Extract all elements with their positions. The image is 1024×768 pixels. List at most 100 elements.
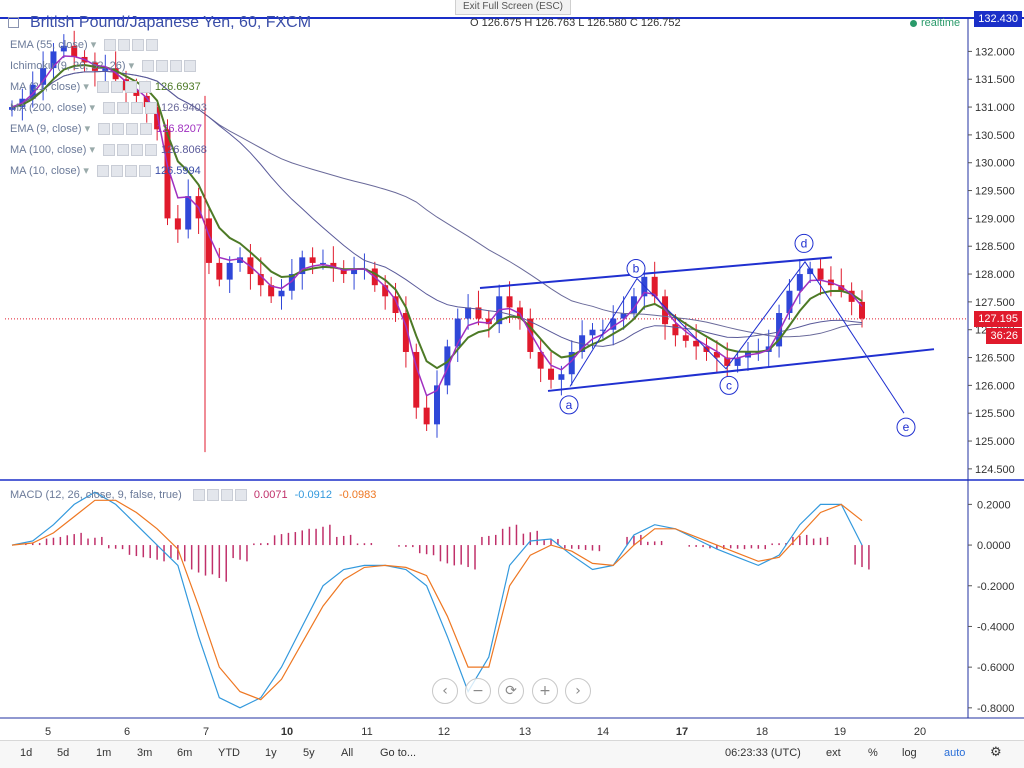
extended-hours-toggle[interactable]: ext <box>826 747 841 759</box>
add-icon[interactable] <box>220 489 233 502</box>
settings-icon[interactable] <box>117 144 129 157</box>
close-icon[interactable] <box>145 144 157 157</box>
goto-button[interactable]: Go to... <box>380 747 417 759</box>
price-tick-label: 128.000 <box>975 269 1015 281</box>
candle-body <box>485 318 492 325</box>
candle-body <box>413 351 420 408</box>
macd-tick-label: -0.8000 <box>977 703 1014 715</box>
settings-icon[interactable] <box>156 60 169 73</box>
settings-icon[interactable] <box>118 39 131 52</box>
candle-body <box>423 407 430 425</box>
eye-icon[interactable] <box>103 144 115 157</box>
indicator-legend-row[interactable]: Ichimoku (9, 26, 52, 26) ▾ <box>10 59 200 73</box>
add-icon[interactable] <box>124 81 137 94</box>
settings-icon[interactable] <box>112 123 125 136</box>
settings-gear-icon[interactable]: ⚙ <box>990 745 1002 760</box>
indicator-legend-row[interactable]: EMA (55, close) ▾ <box>10 38 162 52</box>
close-icon[interactable] <box>146 39 159 52</box>
close-icon[interactable] <box>138 165 151 178</box>
symbol-title[interactable]: British Pound/Japanese Yen, 60, FXCM <box>30 14 312 31</box>
scroll-left-button[interactable]: ‹ <box>432 678 458 704</box>
indicator-legend-row[interactable]: MA (21, close) ▾ 126.6937 <box>10 80 201 94</box>
indicator-controls[interactable] <box>95 165 151 178</box>
symbol-menu-icon[interactable] <box>8 17 19 28</box>
time-tick-label: 14 <box>597 726 609 738</box>
add-icon[interactable] <box>170 60 183 73</box>
time-tick-label: 5 <box>45 726 51 738</box>
close-icon[interactable] <box>145 102 157 115</box>
macd-tick-label: 0.0000 <box>977 540 1011 552</box>
channel-lower-line <box>547 348 935 392</box>
add-icon[interactable] <box>131 144 143 157</box>
timeframe-1d[interactable]: 1d <box>20 747 33 759</box>
candle-body <box>734 357 741 366</box>
macd-legend-controls[interactable] <box>191 489 247 502</box>
timeframe-5y[interactable]: 5y <box>303 747 315 759</box>
indicator-controls[interactable] <box>140 60 197 73</box>
indicator-name: EMA (55, close) <box>10 39 88 51</box>
log-scale-toggle[interactable]: log <box>902 747 917 759</box>
exit-fullscreen-button[interactable]: Exit Full Screen (ESC) <box>455 0 571 15</box>
indicator-legend-row[interactable]: MA (200, close) ▾ 126.9403 <box>10 101 207 115</box>
chart-canvas[interactable]: 132.000 131.500 131.000 130.500 130.000 129.5… <box>0 0 1024 740</box>
close-icon[interactable] <box>140 123 153 136</box>
scroll-right-button[interactable]: › <box>565 678 591 704</box>
candle-body <box>838 285 845 291</box>
channel-upper-line <box>479 256 833 289</box>
timeframe-1m[interactable]: 1m <box>96 747 112 759</box>
chevron-down-icon[interactable]: ▾ <box>86 102 95 114</box>
eye-icon[interactable] <box>103 102 115 115</box>
close-icon[interactable] <box>234 489 247 502</box>
timeframe-5d[interactable]: 5d <box>57 747 70 759</box>
timeframe-ytd[interactable]: YTD <box>218 747 240 759</box>
add-icon[interactable] <box>131 102 143 115</box>
timeframe-1y[interactable]: 1y <box>265 747 277 759</box>
timeframe-3m[interactable]: 3m <box>137 747 153 759</box>
indicator-legend-row[interactable]: EMA (9, close) ▾ 126.8207 <box>10 122 202 136</box>
add-icon[interactable] <box>132 39 145 52</box>
candle-body <box>620 313 627 319</box>
settings-icon[interactable] <box>110 165 123 178</box>
close-icon[interactable] <box>138 81 151 94</box>
add-icon[interactable] <box>124 165 137 178</box>
settings-icon[interactable] <box>110 81 123 94</box>
eye-icon[interactable] <box>142 60 155 73</box>
timeframe-6m[interactable]: 6m <box>177 747 193 759</box>
indicator-controls[interactable] <box>101 102 157 115</box>
macd-legend[interactable]: MACD (12, 26, close, 9, false, true) 0.0… <box>10 489 376 502</box>
indicator-controls[interactable] <box>102 39 159 52</box>
chevron-down-icon[interactable]: ▾ <box>87 39 97 51</box>
close-icon[interactable] <box>184 60 197 73</box>
eye-icon[interactable] <box>96 165 109 178</box>
eye-icon[interactable] <box>96 81 109 94</box>
reset-chart-button[interactable]: ⟳ <box>498 678 524 704</box>
candle-body <box>506 296 513 308</box>
chevron-down-icon[interactable]: ▾ <box>81 123 91 135</box>
eye-icon[interactable] <box>98 123 111 136</box>
eye-icon[interactable] <box>104 39 117 52</box>
utc-clock: 06:23:33 (UTC) <box>725 747 801 759</box>
timeframe-all[interactable]: All <box>341 747 354 759</box>
indicator-controls[interactable] <box>95 81 151 94</box>
settings-icon[interactable] <box>117 102 129 115</box>
settings-icon[interactable] <box>206 489 219 502</box>
time-tick-label: 7 <box>203 726 209 738</box>
zoom-out-button[interactable]: − <box>465 678 491 704</box>
chevron-down-icon[interactable]: ▾ <box>80 81 89 93</box>
chevron-down-icon[interactable]: ▾ <box>86 144 95 156</box>
indicator-name: EMA (9, close) <box>10 123 82 135</box>
candle-body <box>568 351 575 375</box>
indicator-legend-row[interactable]: MA (10, close) ▾ 126.5994 <box>10 164 201 178</box>
percent-scale-toggle[interactable]: % <box>868 747 878 759</box>
add-icon[interactable] <box>126 123 139 136</box>
auto-scale-toggle[interactable]: auto <box>944 747 966 759</box>
chevron-down-icon[interactable]: ▾ <box>80 165 89 177</box>
indicator-controls[interactable] <box>101 144 157 157</box>
indicator-legend-row[interactable]: MA (100, close) ▾ 126.8068 <box>10 143 207 157</box>
eye-icon[interactable] <box>192 489 205 502</box>
indicator-value: 126.8207 <box>156 123 202 135</box>
chevron-down-icon[interactable]: ▾ <box>125 60 135 72</box>
indicator-controls[interactable] <box>96 123 153 136</box>
wave-label-text: d <box>801 236 808 250</box>
zoom-in-button[interactable]: + <box>532 678 558 704</box>
